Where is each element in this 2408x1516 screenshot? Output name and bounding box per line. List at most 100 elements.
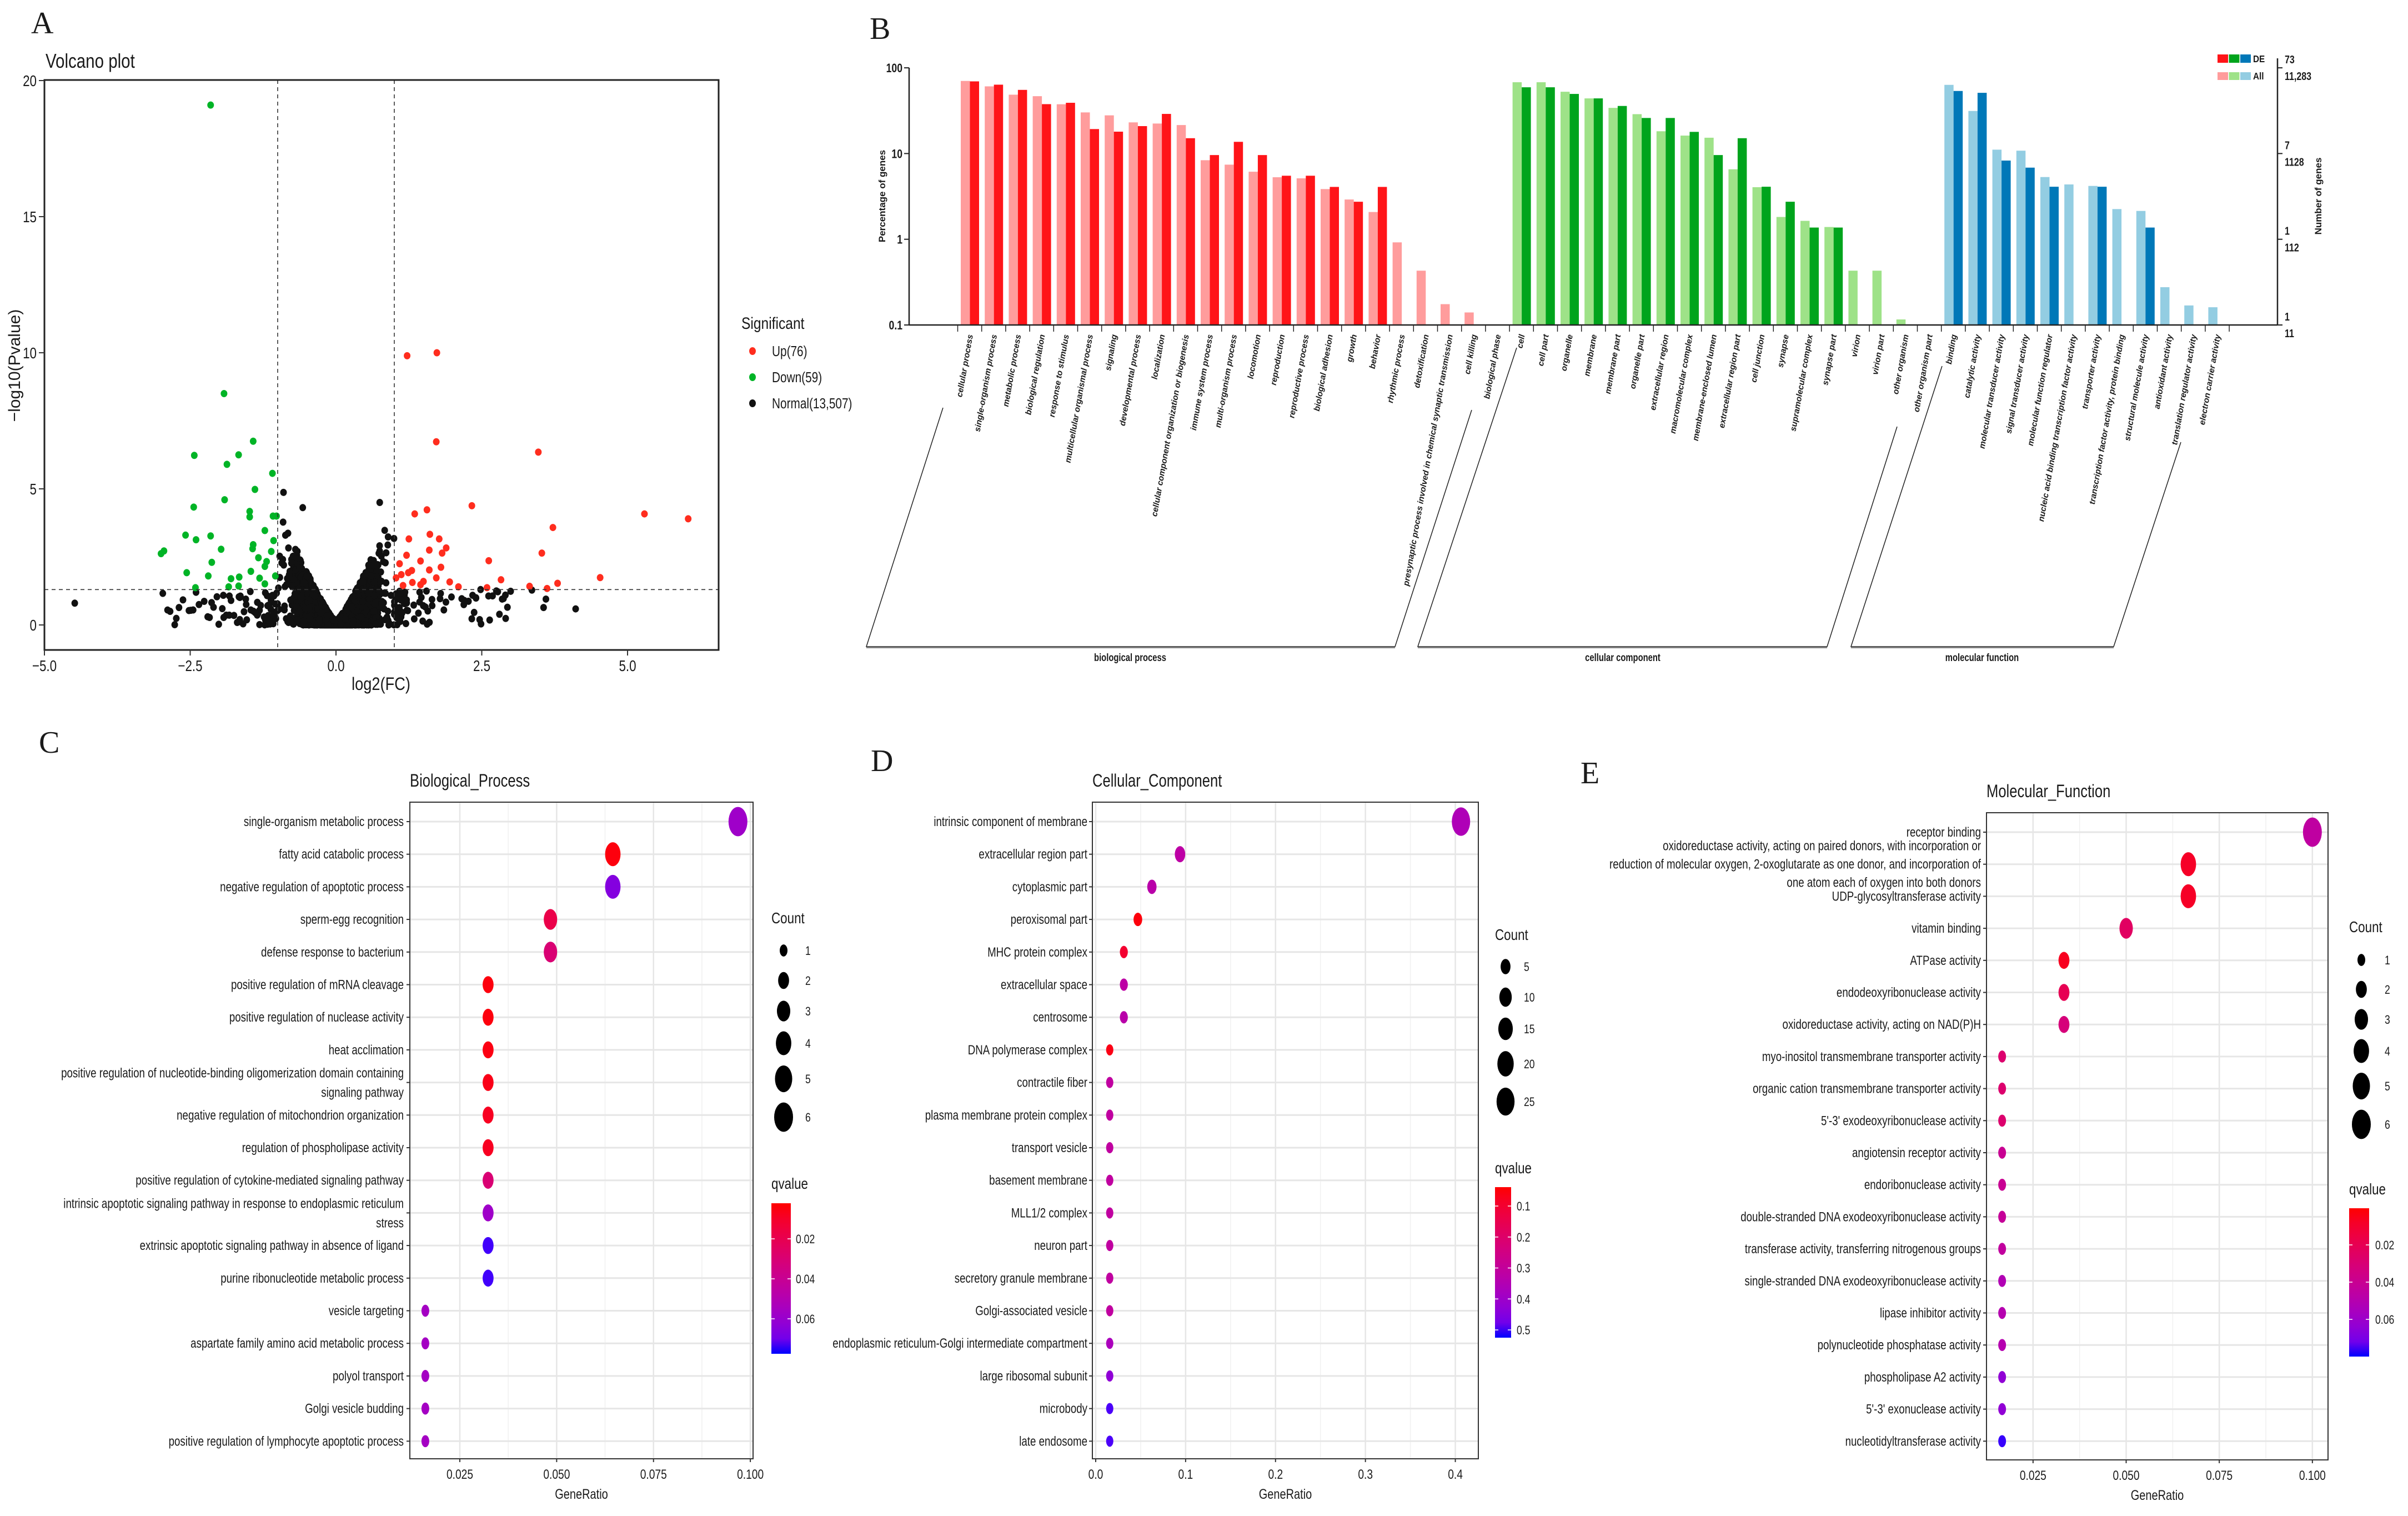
down-regulated-point <box>268 548 275 556</box>
bar-all-genes <box>1056 104 1066 326</box>
chart-title: Biological_Process <box>410 771 530 790</box>
normal-point <box>281 606 288 614</box>
normal-point <box>292 590 299 598</box>
bar-all-genes <box>1848 271 1858 325</box>
term-label: negative regulation of apoptotic process <box>220 879 404 894</box>
bar-all-genes <box>1416 271 1426 325</box>
enrichment-dot <box>1106 1338 1113 1349</box>
bp-enrichment-dotplot: single-organism metabolic process fatty a… <box>61 771 815 1502</box>
enrichment-dot <box>2058 1015 2070 1033</box>
enrichment-dot <box>2302 817 2322 847</box>
normal-point <box>289 552 297 560</box>
term-label: reduction of molecular oxygen, 2-oxoglut… <box>1609 857 1981 872</box>
normal-point <box>171 621 178 629</box>
bar-all-genes <box>2016 151 2026 325</box>
bar-all-genes <box>1441 304 1450 325</box>
down-regulated-point <box>269 469 276 477</box>
bar-all-genes <box>1296 178 1306 325</box>
group-label: cellular component <box>1585 652 1660 663</box>
normal-point <box>403 596 410 604</box>
normal-point <box>381 527 388 534</box>
bar-de-genes <box>1210 155 1219 325</box>
enrichment-dot <box>1998 1403 2006 1415</box>
colorbar-label: 0.04 <box>2375 1276 2394 1289</box>
x-tick-label: 5.0 <box>619 658 636 675</box>
up-regulated-point <box>446 578 453 586</box>
term-label: myo-inositol transmembrane transporter a… <box>1762 1049 1981 1064</box>
term-label: aspartate family amino acid metabolic pr… <box>190 1336 404 1351</box>
term-label: one atom each of oxygen into both donors <box>1787 875 1981 890</box>
legend-label-de: DE <box>2253 53 2265 64</box>
enrichment-dot <box>1106 1174 1113 1186</box>
normal-point <box>391 602 398 609</box>
normal-point <box>312 592 319 600</box>
term-label: endoplasmic reticulum-Golgi intermediate… <box>832 1336 1087 1351</box>
size-legend-dot <box>778 972 789 989</box>
normal-point <box>243 601 250 608</box>
panel-label-e: E <box>1581 756 1599 790</box>
right-tick-label-de: 73 <box>2285 53 2295 66</box>
y-tick-label: 0 <box>30 617 37 634</box>
term-label: 5'-3' exonuclease activity <box>1866 1402 1981 1417</box>
enrichment-dot <box>1106 1305 1113 1317</box>
term-label: intrinsic apoptotic signaling pathway in… <box>63 1196 404 1211</box>
size-legend-dot <box>1499 987 1512 1007</box>
down-regulated-point <box>205 572 212 580</box>
chart-title: Cellular_Component <box>1092 771 1222 790</box>
normal-point <box>294 548 301 556</box>
up-regulated-point <box>405 535 413 543</box>
enrichment-dot <box>1452 807 1471 836</box>
enrichment-dot <box>1998 1114 2006 1127</box>
down-regulated-point <box>225 583 232 591</box>
enrichment-dot <box>728 807 748 837</box>
bar-de-genes <box>1066 103 1075 325</box>
normal-point <box>493 587 500 595</box>
legend-label: Down(59) <box>772 369 822 386</box>
x-tick-label: 0.100 <box>2299 1468 2326 1483</box>
enrichment-dot <box>1998 1274 2006 1287</box>
normal-point <box>359 598 367 606</box>
size-legend-label: 2 <box>805 974 811 988</box>
enrichment-dot <box>1106 1435 1113 1447</box>
size-legend-title: Count <box>771 910 805 927</box>
right-tick-label-de: 1 <box>2285 311 2290 323</box>
colorbar-label: 0.1 <box>1517 1200 1530 1213</box>
normal-point <box>250 607 257 615</box>
x-tick-label: −2.5 <box>178 658 202 675</box>
term-label: heat acclimation <box>329 1043 404 1058</box>
enrichment-dot <box>544 909 558 930</box>
plot-frame <box>43 79 720 651</box>
size-legend-dot <box>1496 1087 1515 1116</box>
term-label: double-stranded DNA exodeoxyribonuclease… <box>1740 1209 1981 1224</box>
term-label: oxidoreductase activity, acting on NAD(P… <box>1783 1017 1981 1032</box>
normal-point <box>254 598 261 606</box>
normal-point <box>175 604 183 612</box>
enrichment-dot <box>1175 846 1186 863</box>
term-label: MLL1/2 complex <box>1011 1205 1088 1220</box>
normal-point <box>272 614 279 622</box>
normal-point <box>437 595 444 603</box>
normal-point <box>195 601 203 608</box>
normal-point <box>362 570 369 578</box>
enrichment-dot <box>483 976 494 993</box>
panel-label-d: D <box>871 744 893 778</box>
legend-marker <box>749 373 756 381</box>
term-label: purine ribonucleotide metabolic process <box>220 1271 404 1286</box>
colorbar-label: 0.4 <box>1517 1293 1530 1307</box>
down-regulated-point <box>192 584 199 592</box>
bar-all-genes <box>1776 217 1786 325</box>
enrichment-dot <box>1106 1240 1113 1252</box>
down-regulated-point <box>190 503 197 511</box>
x-axis-label: GeneRatio <box>555 1487 608 1502</box>
bar-de-genes <box>1665 118 1675 325</box>
normal-point <box>303 572 310 580</box>
normal-point <box>297 594 304 602</box>
normal-point <box>279 518 287 526</box>
x-tick-label: 0.0 <box>1088 1467 1103 1482</box>
down-regulated-point <box>182 531 189 539</box>
term-label: Golgi-associated vesicle <box>975 1303 1087 1318</box>
color-legend-title: qvalue <box>771 1175 808 1193</box>
term-label: 5'-3' exodeoxyribonuclease activity <box>1821 1113 1981 1128</box>
plot-frame <box>1092 802 1479 1459</box>
